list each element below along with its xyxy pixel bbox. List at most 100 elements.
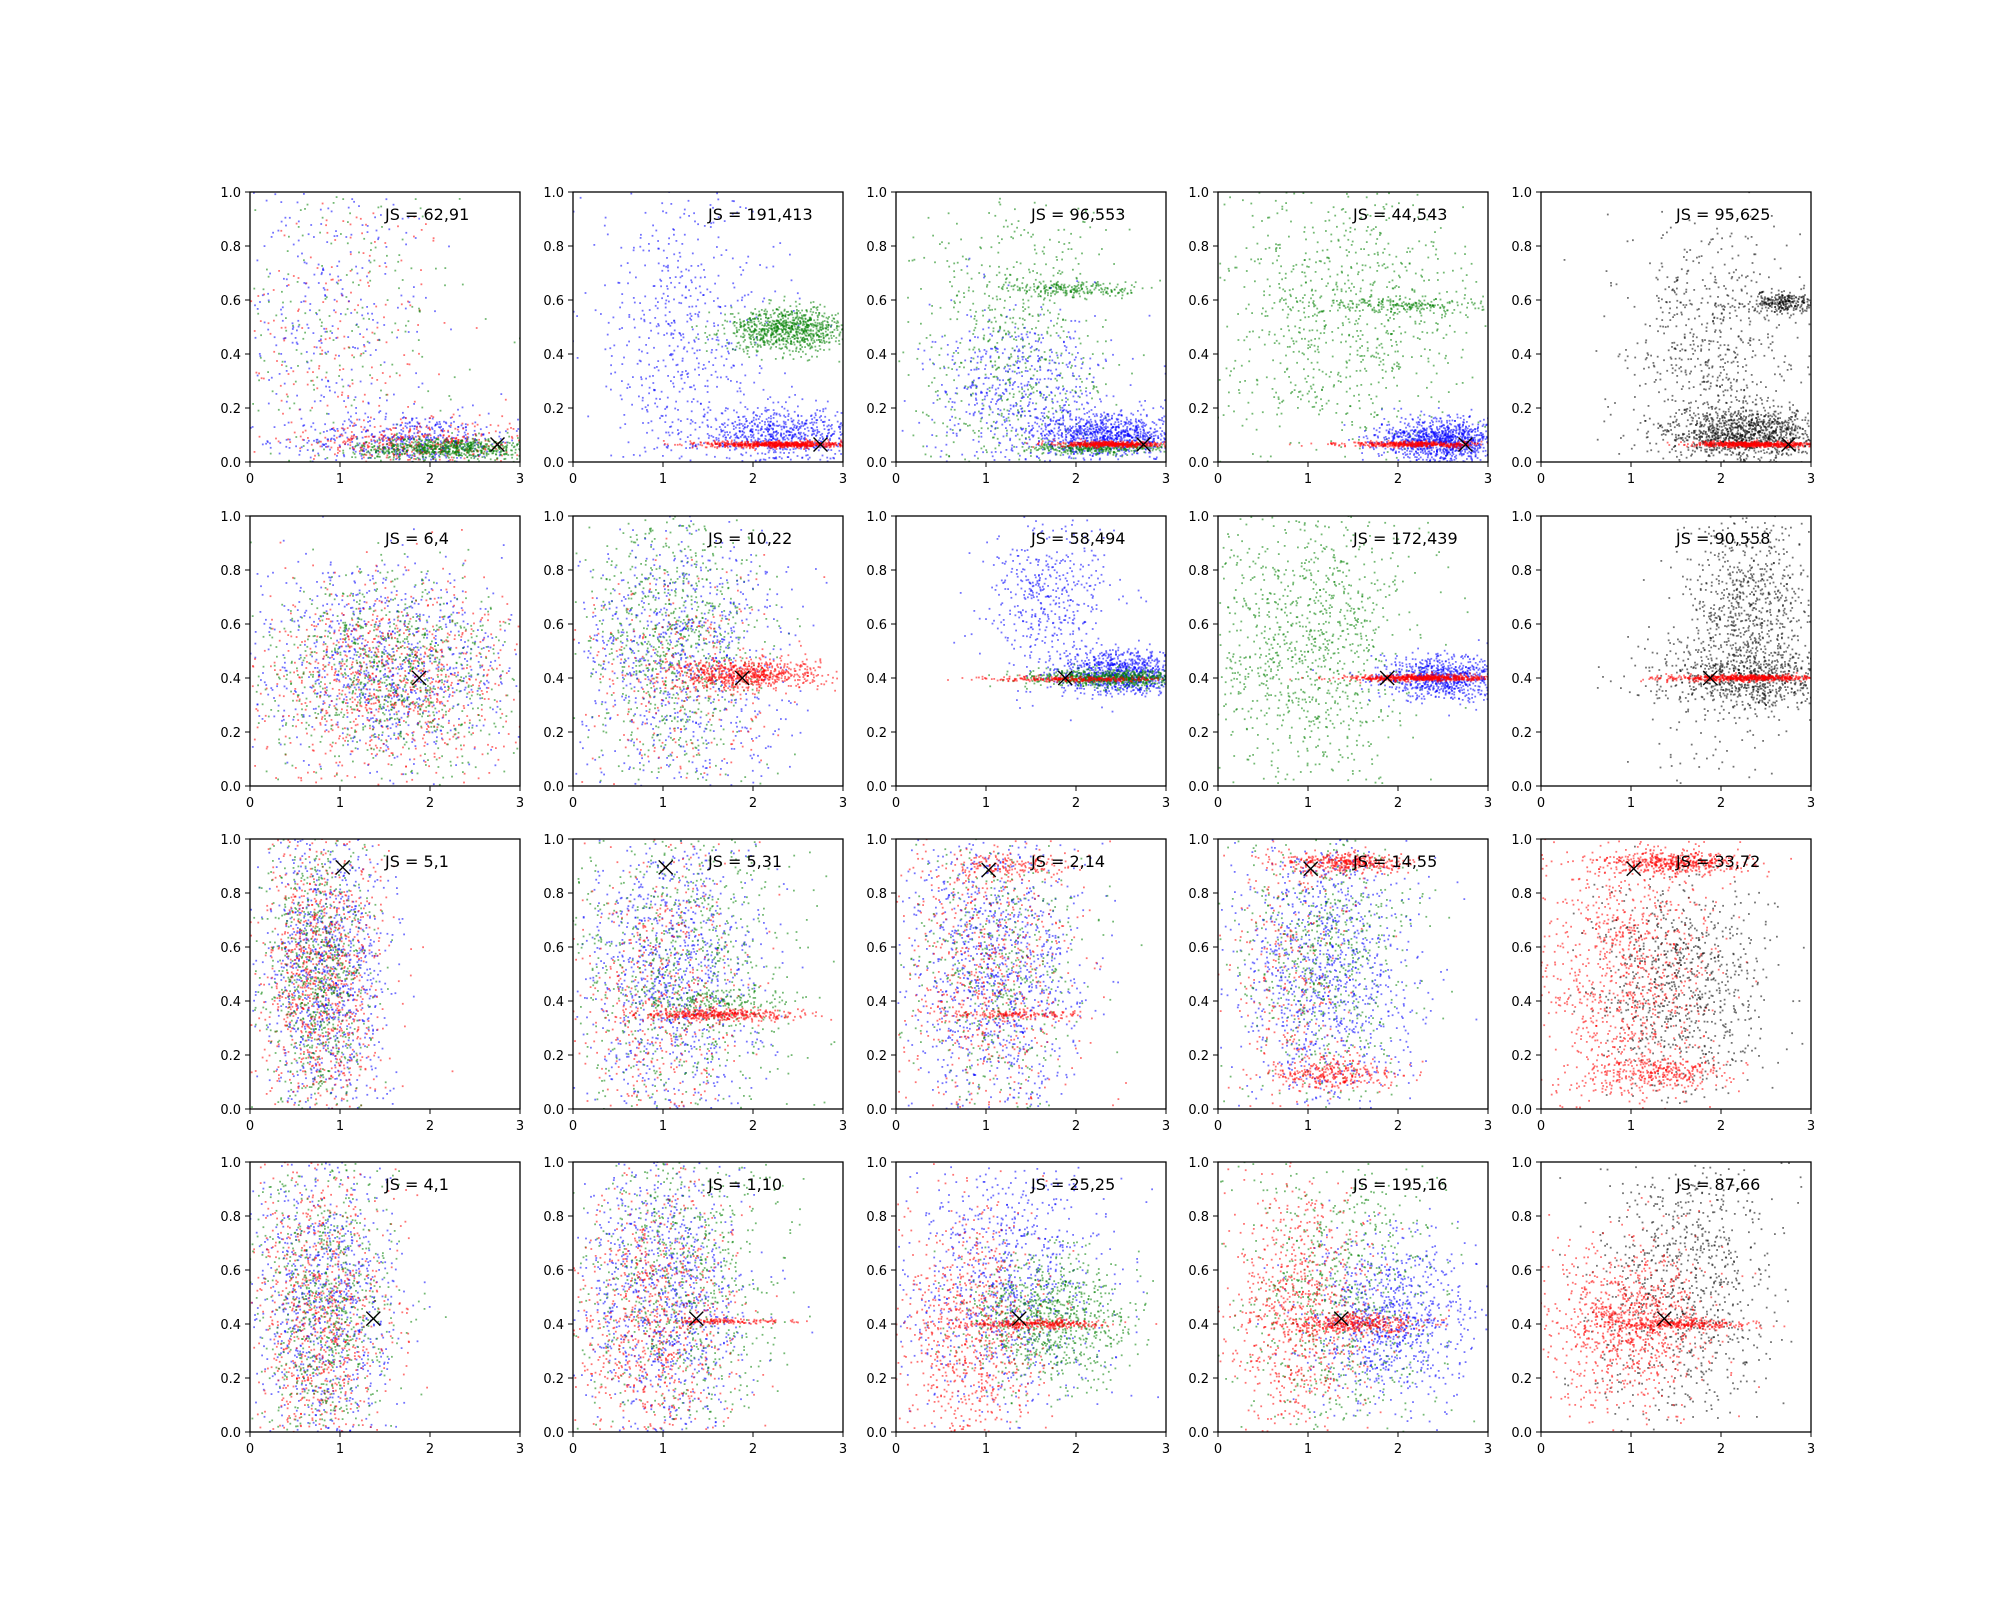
data-point bbox=[769, 447, 772, 450]
data-point bbox=[792, 310, 795, 312]
data-point bbox=[1033, 447, 1036, 450]
data-point bbox=[281, 319, 284, 322]
data-point bbox=[770, 299, 772, 302]
data-point bbox=[296, 281, 299, 283]
data-point bbox=[739, 390, 742, 393]
data-point bbox=[284, 216, 287, 219]
data-point bbox=[666, 285, 668, 288]
data-point bbox=[352, 435, 355, 437]
data-point bbox=[1014, 208, 1016, 211]
data-point bbox=[680, 455, 683, 458]
data-point bbox=[1019, 400, 1022, 402]
data-point bbox=[484, 443, 487, 445]
data-point bbox=[665, 431, 667, 434]
data-point bbox=[759, 333, 762, 336]
data-point bbox=[742, 433, 744, 436]
data-point bbox=[350, 312, 353, 314]
data-point bbox=[371, 312, 373, 315]
data-point bbox=[782, 448, 784, 451]
data-point bbox=[289, 300, 292, 303]
data-point bbox=[826, 400, 829, 403]
data-point bbox=[368, 445, 371, 448]
data-point bbox=[449, 442, 452, 445]
data-point bbox=[1015, 360, 1017, 363]
data-point bbox=[744, 435, 747, 438]
data-point bbox=[708, 334, 711, 337]
data-point bbox=[760, 434, 762, 437]
data-point bbox=[496, 449, 499, 452]
data-point bbox=[382, 450, 385, 453]
data-point bbox=[735, 411, 738, 414]
data-point bbox=[461, 422, 464, 425]
data-point bbox=[496, 457, 499, 460]
data-point bbox=[620, 264, 623, 267]
data-point bbox=[345, 405, 347, 408]
data-point bbox=[760, 367, 763, 370]
data-point bbox=[1010, 223, 1013, 226]
data-point bbox=[756, 445, 759, 448]
data-point bbox=[1011, 347, 1014, 350]
data-point bbox=[347, 206, 350, 209]
data-point bbox=[773, 446, 776, 449]
data-point bbox=[763, 342, 766, 345]
data-point bbox=[300, 352, 303, 355]
data-point bbox=[767, 440, 770, 443]
data-point bbox=[680, 430, 683, 433]
data-point bbox=[686, 373, 688, 376]
data-point bbox=[280, 220, 283, 223]
data-point bbox=[786, 311, 788, 313]
data-point bbox=[765, 444, 768, 447]
data-point bbox=[735, 335, 738, 338]
data-point bbox=[429, 444, 432, 446]
data-point bbox=[755, 414, 757, 416]
data-point bbox=[653, 448, 656, 450]
data-point bbox=[822, 337, 825, 339]
data-point bbox=[801, 314, 803, 317]
data-point bbox=[969, 424, 971, 427]
data-point bbox=[283, 339, 286, 342]
data-point bbox=[488, 450, 491, 453]
data-point bbox=[339, 369, 341, 371]
data-point bbox=[712, 444, 714, 447]
data-point bbox=[315, 312, 317, 314]
data-point bbox=[699, 443, 702, 446]
data-point bbox=[373, 439, 375, 442]
data-point bbox=[319, 353, 322, 355]
data-point bbox=[362, 336, 365, 338]
data-point bbox=[733, 332, 736, 335]
data-point bbox=[814, 429, 816, 432]
data-point bbox=[459, 456, 462, 459]
data-point bbox=[487, 448, 489, 450]
data-point bbox=[618, 328, 621, 330]
data-point bbox=[385, 246, 388, 248]
data-point bbox=[822, 339, 825, 342]
data-point bbox=[722, 429, 725, 432]
data-point bbox=[254, 336, 257, 339]
data-point bbox=[670, 203, 673, 205]
data-point bbox=[810, 339, 813, 342]
data-point bbox=[502, 447, 505, 450]
data-point bbox=[423, 449, 425, 452]
data-point bbox=[809, 328, 812, 331]
data-point bbox=[758, 438, 761, 440]
data-point bbox=[662, 210, 664, 213]
data-point bbox=[321, 353, 323, 355]
data-point bbox=[778, 343, 781, 346]
data-point bbox=[297, 319, 300, 322]
data-point bbox=[336, 454, 338, 457]
data-point bbox=[379, 364, 382, 366]
data-point bbox=[265, 199, 268, 202]
data-point bbox=[763, 297, 766, 300]
data-point bbox=[957, 310, 960, 313]
data-point bbox=[499, 444, 502, 447]
data-point bbox=[461, 406, 464, 409]
reference-marker bbox=[490, 436, 505, 452]
data-point bbox=[666, 405, 669, 408]
data-point bbox=[351, 456, 353, 458]
data-point bbox=[444, 284, 446, 287]
data-point bbox=[772, 336, 775, 339]
data-point bbox=[430, 415, 433, 417]
data-point bbox=[694, 368, 696, 371]
data-point bbox=[285, 445, 288, 448]
data-point bbox=[652, 375, 654, 377]
